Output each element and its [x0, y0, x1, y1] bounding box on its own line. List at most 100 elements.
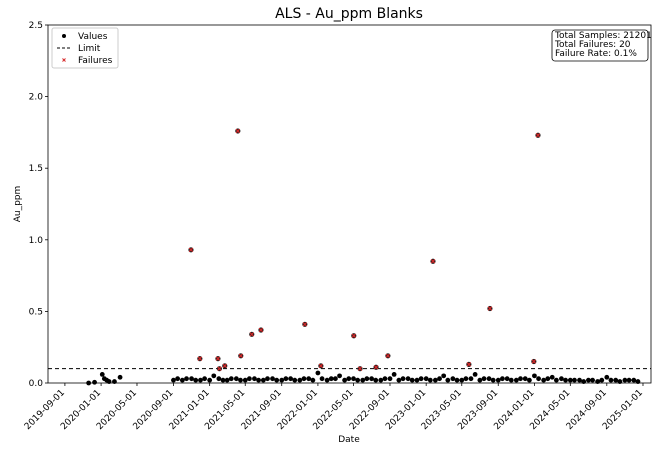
chart-title: ALS - Au_ppm Blanks: [275, 6, 423, 22]
value-point: [369, 376, 374, 382]
failure-point: [215, 356, 221, 362]
failure-cross: [357, 366, 363, 371]
failure-cross: [197, 356, 203, 361]
failure-cross: [302, 322, 308, 327]
value-point: [545, 376, 551, 382]
value-point: [536, 376, 541, 382]
value-point: [559, 376, 564, 382]
value-point: [508, 377, 514, 383]
value-point: [310, 377, 316, 383]
value-point: [608, 377, 614, 383]
value-point: [364, 376, 370, 382]
value-point: [454, 377, 460, 383]
value-point: [590, 377, 595, 383]
value-point: [328, 376, 334, 382]
failure-cross: [318, 363, 324, 369]
failure-point: [249, 331, 255, 337]
value-point: [405, 376, 411, 382]
value-point: [260, 377, 266, 383]
value-point: [324, 377, 330, 383]
value-point: [112, 379, 117, 384]
value-point: [414, 377, 420, 383]
value-point: [477, 377, 483, 383]
y-tick-label: 0.0: [29, 379, 44, 389]
value-point: [613, 377, 619, 383]
failure-point: [222, 363, 228, 369]
value-point: [337, 373, 342, 379]
value-point: [117, 374, 123, 380]
failure-point: [430, 258, 436, 264]
value-point: [378, 377, 384, 383]
value-point: [292, 377, 298, 383]
value-point: [387, 376, 393, 382]
failure-cross: [217, 366, 222, 371]
value-point: [486, 376, 492, 382]
x-axis-label: Date: [338, 435, 360, 445]
value-point: [541, 377, 547, 383]
failure-cross: [188, 247, 194, 253]
failure-point: [216, 366, 223, 372]
value-point: [106, 379, 112, 384]
value-point: [270, 376, 275, 382]
legend: Values Limit Failures: [51, 27, 119, 69]
legend-label: Limit: [78, 44, 101, 54]
value-point: [319, 376, 325, 382]
failure-cross: [466, 362, 472, 367]
value-point: [400, 376, 406, 382]
failure-point: [466, 361, 472, 367]
value-point: [504, 376, 510, 382]
y-tick-label: 1.5: [29, 164, 43, 174]
value-point: [604, 374, 610, 380]
value-point: [274, 377, 280, 383]
value-point: [423, 376, 429, 382]
value-point: [518, 376, 523, 382]
value-point: [342, 377, 348, 383]
value-point: [635, 379, 641, 384]
failure-cross: [235, 128, 241, 134]
value-point: [553, 377, 559, 383]
value-point: [418, 376, 424, 382]
y-tick-label: 2.0: [29, 93, 44, 103]
failure-cross: [385, 353, 391, 359]
failure-point: [385, 353, 391, 359]
value-point: [220, 377, 226, 383]
value-point: [198, 377, 203, 383]
value-point: [549, 374, 555, 380]
value-point: [256, 377, 261, 383]
value-point: [382, 376, 388, 382]
stats-text: Total Samples: 21201: [554, 31, 652, 41]
failure-point: [258, 327, 264, 333]
value-point: [391, 372, 397, 377]
value-point: [396, 377, 402, 383]
failure-cross: [215, 356, 221, 361]
value-point: [246, 376, 252, 382]
value-point: [92, 379, 97, 385]
value-point: [513, 377, 519, 383]
failure-point: [531, 358, 537, 365]
failure-cross: [373, 365, 379, 370]
failure-point: [302, 321, 308, 327]
value-point: [288, 376, 294, 382]
failure-cross: [238, 353, 244, 359]
failure-cross: [535, 133, 541, 138]
value-point: [189, 376, 194, 382]
value-point: [432, 377, 438, 383]
failure-cross: [531, 359, 537, 364]
value-point: [577, 377, 582, 383]
value-point: [175, 376, 181, 382]
failure-cross: [487, 306, 493, 311]
failure-point: [373, 364, 379, 370]
value-point: [207, 377, 213, 383]
legend-marker: [62, 58, 66, 62]
value-point: [224, 377, 230, 383]
failure-point: [238, 353, 244, 359]
failure-point: [351, 333, 357, 339]
value-point: [252, 376, 257, 382]
value-point: [450, 376, 456, 382]
value-point: [563, 377, 568, 383]
failure-point: [487, 305, 493, 312]
failure-point: [197, 356, 203, 362]
value-point: [427, 377, 433, 383]
